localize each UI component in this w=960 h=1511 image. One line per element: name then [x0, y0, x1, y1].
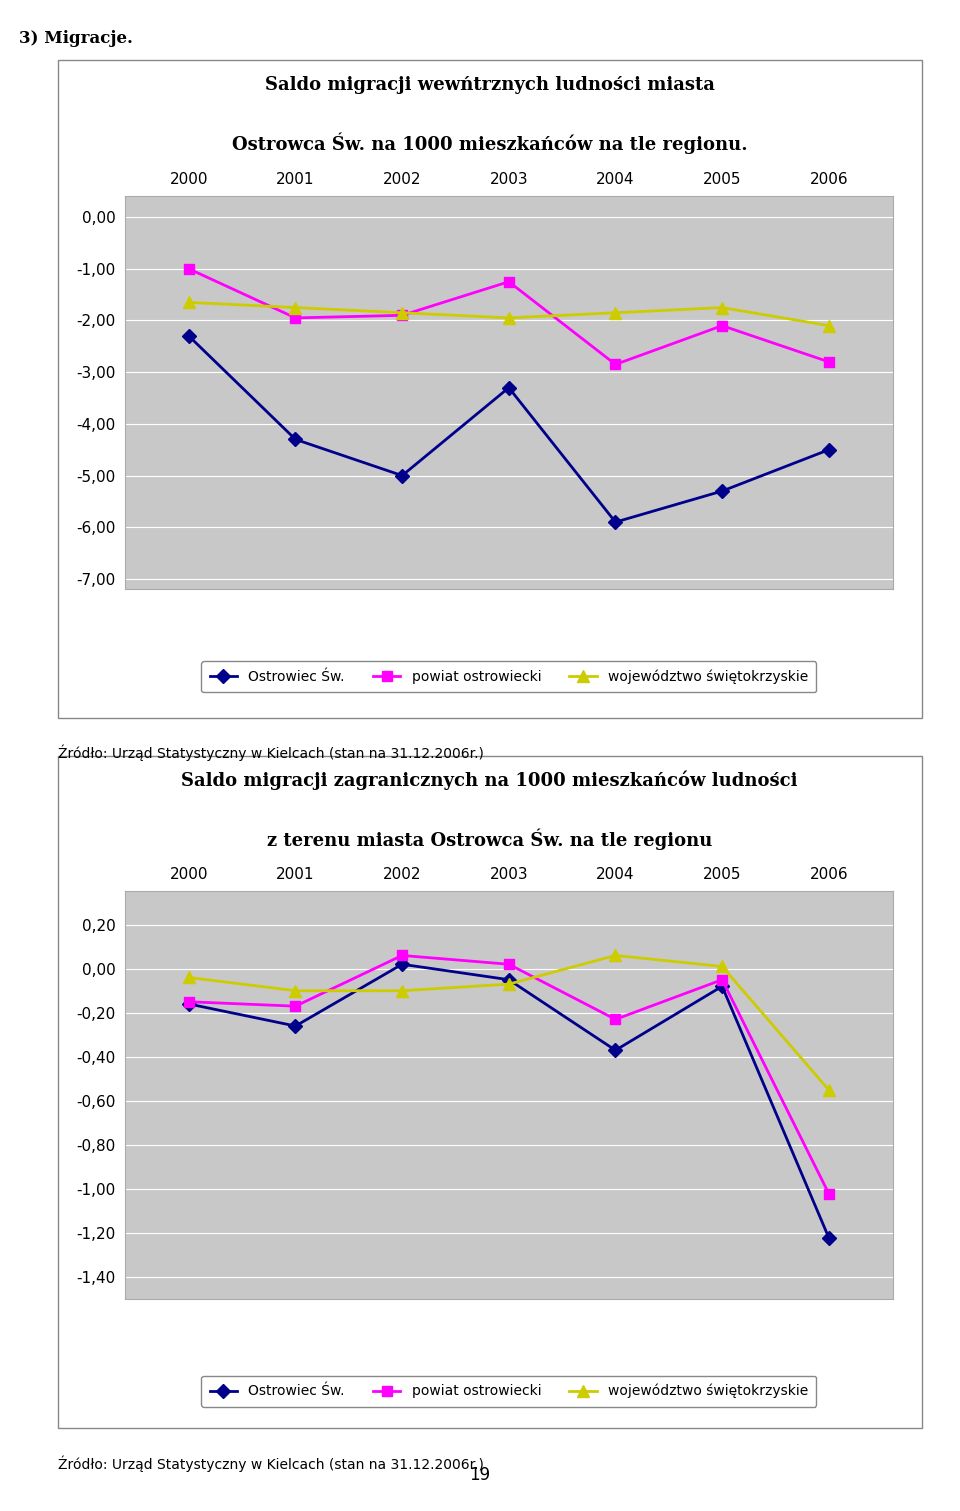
Text: 3) Migracje.: 3) Migracje.: [19, 30, 133, 47]
Text: 19: 19: [469, 1466, 491, 1484]
Legend: Ostrowiec Św., powiat ostrowiecki, województwo świętokrzyskie: Ostrowiec Św., powiat ostrowiecki, wojew…: [202, 1375, 816, 1407]
Text: z terenu miasta Ostrowca Św. na tle regionu: z terenu miasta Ostrowca Św. na tle regi…: [267, 828, 712, 849]
Text: Źródło: Urząd Statystyczny w Kielcach (stan na 31.12.2006r.): Źródło: Urząd Statystyczny w Kielcach (s…: [58, 745, 484, 762]
Text: Saldo migracji zagranicznych na 1000 mieszkańców ludności: Saldo migracji zagranicznych na 1000 mie…: [181, 771, 798, 790]
Text: Źródło: Urząd Statystyczny w Kielcach (stan na 31.12.2006r.): Źródło: Urząd Statystyczny w Kielcach (s…: [58, 1455, 484, 1472]
Text: Ostrowca Św. na 1000 mieszkańców na tle regionu.: Ostrowca Św. na 1000 mieszkańców na tle …: [231, 133, 748, 154]
Legend: Ostrowiec Św., powiat ostrowiecki, województwo świętokrzyskie: Ostrowiec Św., powiat ostrowiecki, wojew…: [202, 662, 816, 692]
Text: Saldo migracji wewńtrznych ludności miasta: Saldo migracji wewńtrznych ludności mias…: [265, 76, 714, 94]
